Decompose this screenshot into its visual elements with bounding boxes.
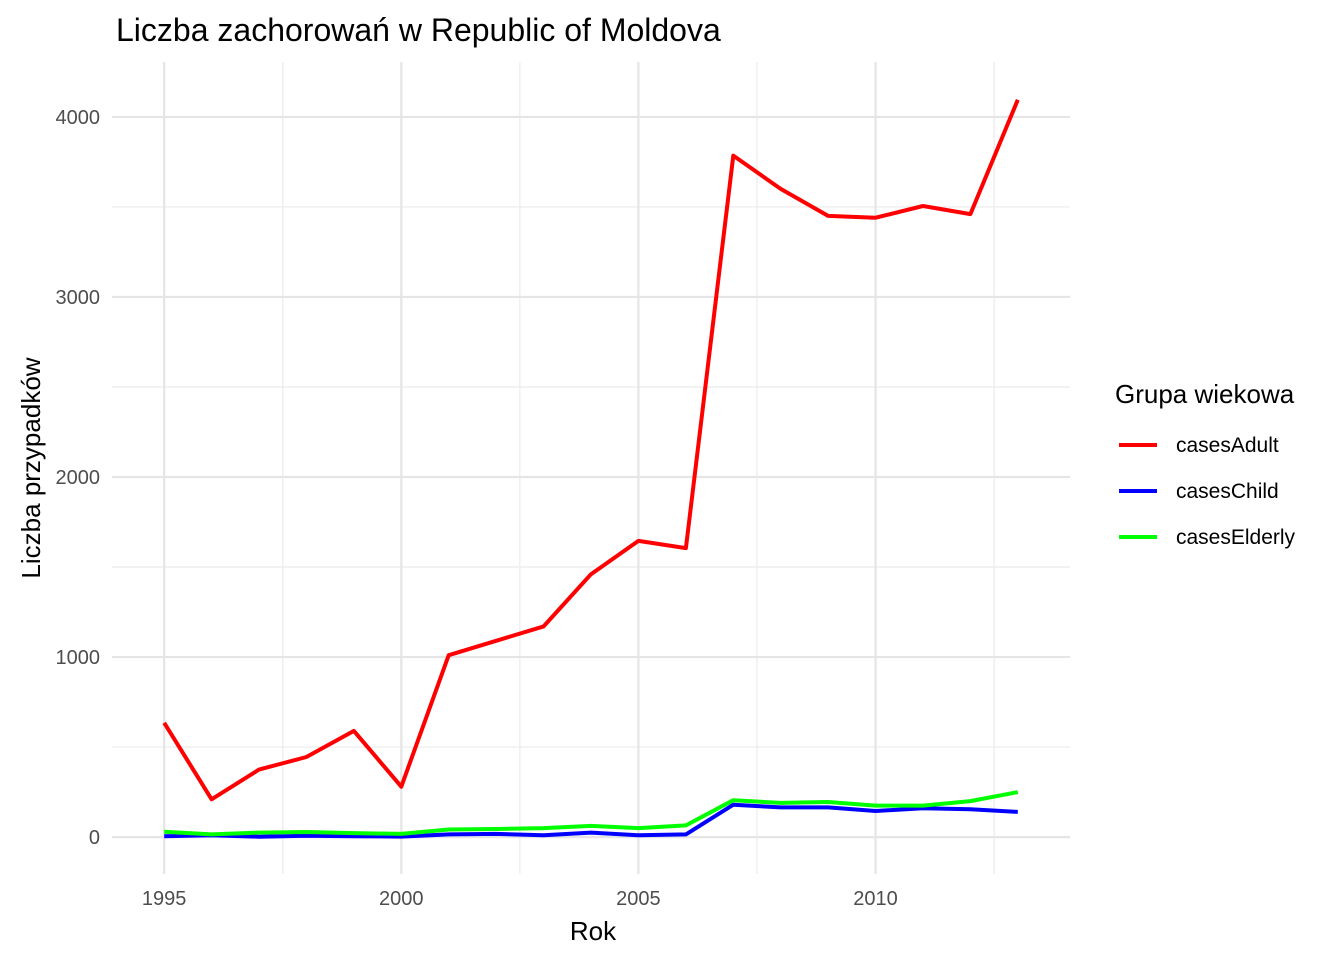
legend-item: casesChild — [1119, 480, 1279, 503]
x-tick-label: 2005 — [616, 888, 661, 910]
x-axis-title: Rok — [570, 916, 617, 946]
series-line-casesElderly — [164, 790, 1019, 837]
legend-label: casesChild — [1176, 480, 1279, 503]
legend-title: Grupa wiekowa — [1115, 379, 1295, 409]
x-tick-label: 2000 — [379, 888, 424, 910]
series-line-casesAdult — [162, 99, 1020, 802]
legend-item: casesAdult — [1119, 434, 1279, 457]
minor-gridlines — [112, 62, 1070, 874]
y-tick-label: 0 — [89, 827, 100, 849]
legend-label: casesAdult — [1176, 434, 1279, 457]
y-tick-label: 4000 — [56, 107, 101, 129]
y-tick-label: 2000 — [56, 467, 101, 489]
x-tick-label: 2010 — [853, 888, 898, 910]
major-gridlines — [112, 62, 1070, 874]
y-axis-title: Liczba przypadków — [16, 357, 46, 578]
series-line-casesChild — [164, 802, 1018, 839]
y-axis-ticks: 0 1000 2000 3000 4000 — [56, 107, 101, 849]
legend-label: casesElderly — [1176, 526, 1296, 549]
chart-title: Liczba zachorowań w Republic of Moldova — [116, 12, 721, 48]
y-tick-label: 1000 — [56, 647, 101, 669]
y-tick-label: 3000 — [56, 287, 101, 309]
legend: Grupa wiekowa casesAdult casesChild casesE… — [1115, 379, 1296, 549]
x-axis-ticks: 1995 2000 2005 2010 — [142, 888, 898, 910]
x-tick-label: 1995 — [142, 888, 187, 910]
legend-item: casesElderly — [1119, 526, 1296, 549]
series-lines — [162, 99, 1020, 839]
